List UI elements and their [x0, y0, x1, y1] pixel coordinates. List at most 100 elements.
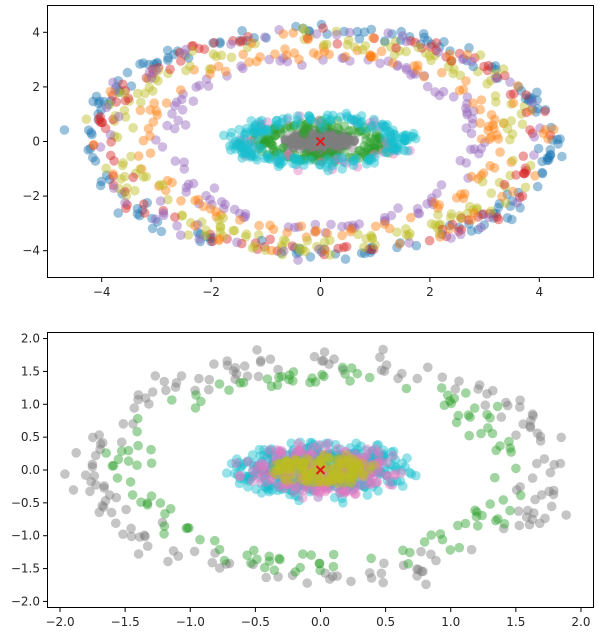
scatter-point: [366, 479, 377, 489]
scatter-point: [380, 136, 391, 147]
scatter-point: [306, 468, 317, 479]
scatter-point: [305, 377, 315, 388]
scatter-point: [298, 465, 308, 476]
scatter-point: [305, 115, 316, 125]
scatter-point: [389, 50, 400, 60]
scatter-point: [313, 440, 324, 450]
scatter-point: [108, 171, 119, 181]
scatter-point: [301, 469, 311, 480]
scatter-point: [348, 136, 359, 147]
scatter-point: [296, 466, 307, 476]
scatter-point: [275, 455, 285, 466]
scatter-point: [413, 208, 423, 218]
scatter-point: [300, 134, 310, 144]
scatter-point: [286, 137, 297, 148]
scatter-point: [305, 458, 315, 468]
scatter-point: [262, 374, 273, 384]
scatter-point: [342, 455, 353, 465]
scatter-point: [113, 87, 124, 98]
scatter-point: [95, 444, 105, 455]
scatter-point: [333, 243, 343, 254]
scatter-point: [142, 198, 152, 208]
scatter-point: [508, 186, 518, 197]
scatter-point: [328, 144, 339, 155]
scatter-point: [204, 384, 214, 395]
scatter-point: [275, 128, 286, 138]
scatter-point: [366, 154, 377, 165]
scatter-point: [323, 147, 333, 157]
scatter-point: [309, 351, 320, 362]
scatter-point: [334, 140, 344, 150]
scatter-point: [190, 195, 200, 206]
scatter-point: [365, 469, 376, 480]
scatter-point: [282, 476, 293, 487]
scatter-point: [183, 53, 194, 63]
scatter-point: [115, 87, 125, 97]
scatter-point: [337, 459, 347, 470]
scatter-point: [273, 572, 283, 582]
scatter-point: [283, 222, 294, 232]
scatter-point: [301, 130, 311, 140]
scatter-point: [434, 42, 445, 52]
scatter-point: [492, 73, 503, 83]
scatter-point: [246, 474, 256, 484]
scatter-point: [254, 143, 264, 153]
scatter-point: [316, 145, 326, 156]
scatter-point: [295, 464, 305, 474]
scatter-point: [254, 444, 265, 455]
scatter-point: [93, 115, 104, 125]
scatter-point: [266, 140, 277, 150]
scatter-point: [373, 486, 383, 496]
scatter-point: [313, 448, 324, 458]
scatter-point: [337, 465, 347, 475]
scatter-point: [461, 388, 471, 398]
scatter-point: [547, 135, 558, 145]
scatter-point: [373, 440, 384, 450]
scatter-point: [264, 556, 275, 566]
scatter-point: [434, 90, 445, 101]
scatter-point: [273, 450, 283, 461]
scatter-point: [243, 482, 253, 492]
scatter-point: [552, 134, 563, 145]
scatter-point: [262, 124, 272, 134]
scatter-point: [419, 71, 430, 81]
scatter-point: [247, 243, 258, 253]
scatter-point: [327, 145, 337, 156]
scatter-point: [155, 498, 166, 508]
scatter-point: [289, 222, 300, 233]
scatter-point: [376, 365, 387, 375]
scatter-point: [301, 148, 312, 159]
scatter-point: [365, 477, 376, 487]
scatter-point: [327, 141, 337, 152]
scatter-point: [306, 471, 316, 482]
scatter-point: [288, 138, 298, 148]
scatter-point: [269, 565, 280, 575]
scatter-point: [545, 145, 556, 155]
scatter-point: [390, 133, 400, 143]
scatter-point: [238, 142, 248, 153]
scatter-point: [315, 440, 326, 450]
scatter-point: [298, 462, 309, 473]
scatter-point: [382, 464, 393, 475]
scatter-point: [141, 73, 152, 83]
scatter-point: [293, 445, 303, 456]
x-tick-label: 2: [426, 285, 434, 299]
scatter-point: [284, 374, 294, 385]
scatter-point: [352, 150, 363, 161]
scatter-point: [375, 469, 385, 480]
scatter-point: [446, 56, 457, 66]
scatter-point: [306, 133, 316, 143]
scatter-point: [314, 488, 325, 498]
scatter-point: [341, 450, 352, 460]
scatter-point: [281, 50, 292, 61]
scatter-point: [263, 484, 274, 495]
scatter-point: [307, 474, 317, 485]
scatter-point: [462, 49, 473, 60]
scatter-point: [214, 214, 224, 225]
scatter-point: [247, 450, 258, 460]
scatter-point: [268, 144, 279, 154]
scatter-point: [242, 371, 253, 382]
scatter-point: [170, 156, 181, 166]
scatter-point: [343, 472, 354, 483]
scatter-point: [230, 374, 240, 385]
